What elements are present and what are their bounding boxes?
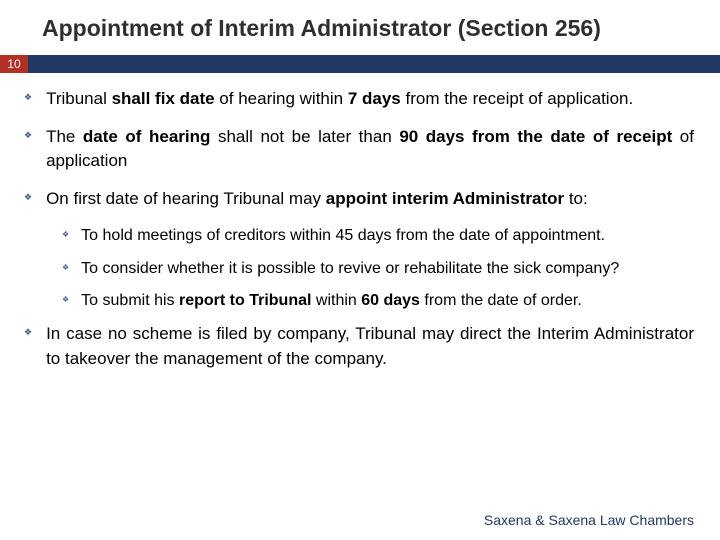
sub-bullet: ❖ To submit his report to Tribunal within… [62, 290, 694, 312]
sub-bullet-text: To hold meetings of creditors within 45 … [81, 225, 694, 247]
bullet-text: On first date of hearing Tribunal may ap… [46, 187, 694, 211]
bullet: ❖ The date of hearing shall not be later … [24, 125, 694, 173]
diamond-bullet-icon: ❖ [62, 230, 69, 239]
bullet-text: In case no scheme is filed by company, T… [46, 322, 694, 370]
sub-bullet-text: To submit his report to Tribunal within … [81, 290, 694, 312]
accent-bar-fill [28, 55, 720, 73]
diamond-bullet-icon: ❖ [24, 130, 32, 141]
content-area: ❖ Tribunal shall fix date of hearing with… [0, 73, 720, 371]
bullet: ❖ In case no scheme is filed by company, … [24, 322, 694, 370]
slide-title: Appointment of Interim Administrator (Se… [0, 0, 720, 55]
footer-attribution: Saxena & Saxena Law Chambers [484, 512, 694, 528]
diamond-bullet-icon: ❖ [62, 295, 69, 304]
diamond-bullet-icon: ❖ [24, 327, 32, 338]
sub-bullet-text: To consider whether it is possible to re… [81, 258, 694, 280]
bullet-text: Tribunal shall fix date of hearing withi… [46, 87, 694, 111]
sub-bullet: ❖ To hold meetings of creditors within 45… [62, 225, 694, 247]
sub-bullet: ❖ To consider whether it is possible to r… [62, 258, 694, 280]
diamond-bullet-icon: ❖ [62, 263, 69, 272]
sub-bullet-list: ❖ To hold meetings of creditors within 45… [24, 225, 694, 312]
bullet: ❖ On first date of hearing Tribunal may a… [24, 187, 694, 211]
diamond-bullet-icon: ❖ [24, 192, 32, 203]
bullet-text: The date of hearing shall not be later t… [46, 125, 694, 173]
diamond-bullet-icon: ❖ [24, 92, 32, 103]
slide-number: 10 [0, 55, 28, 73]
accent-bar: 10 [0, 55, 720, 73]
bullet: ❖ Tribunal shall fix date of hearing with… [24, 87, 694, 111]
